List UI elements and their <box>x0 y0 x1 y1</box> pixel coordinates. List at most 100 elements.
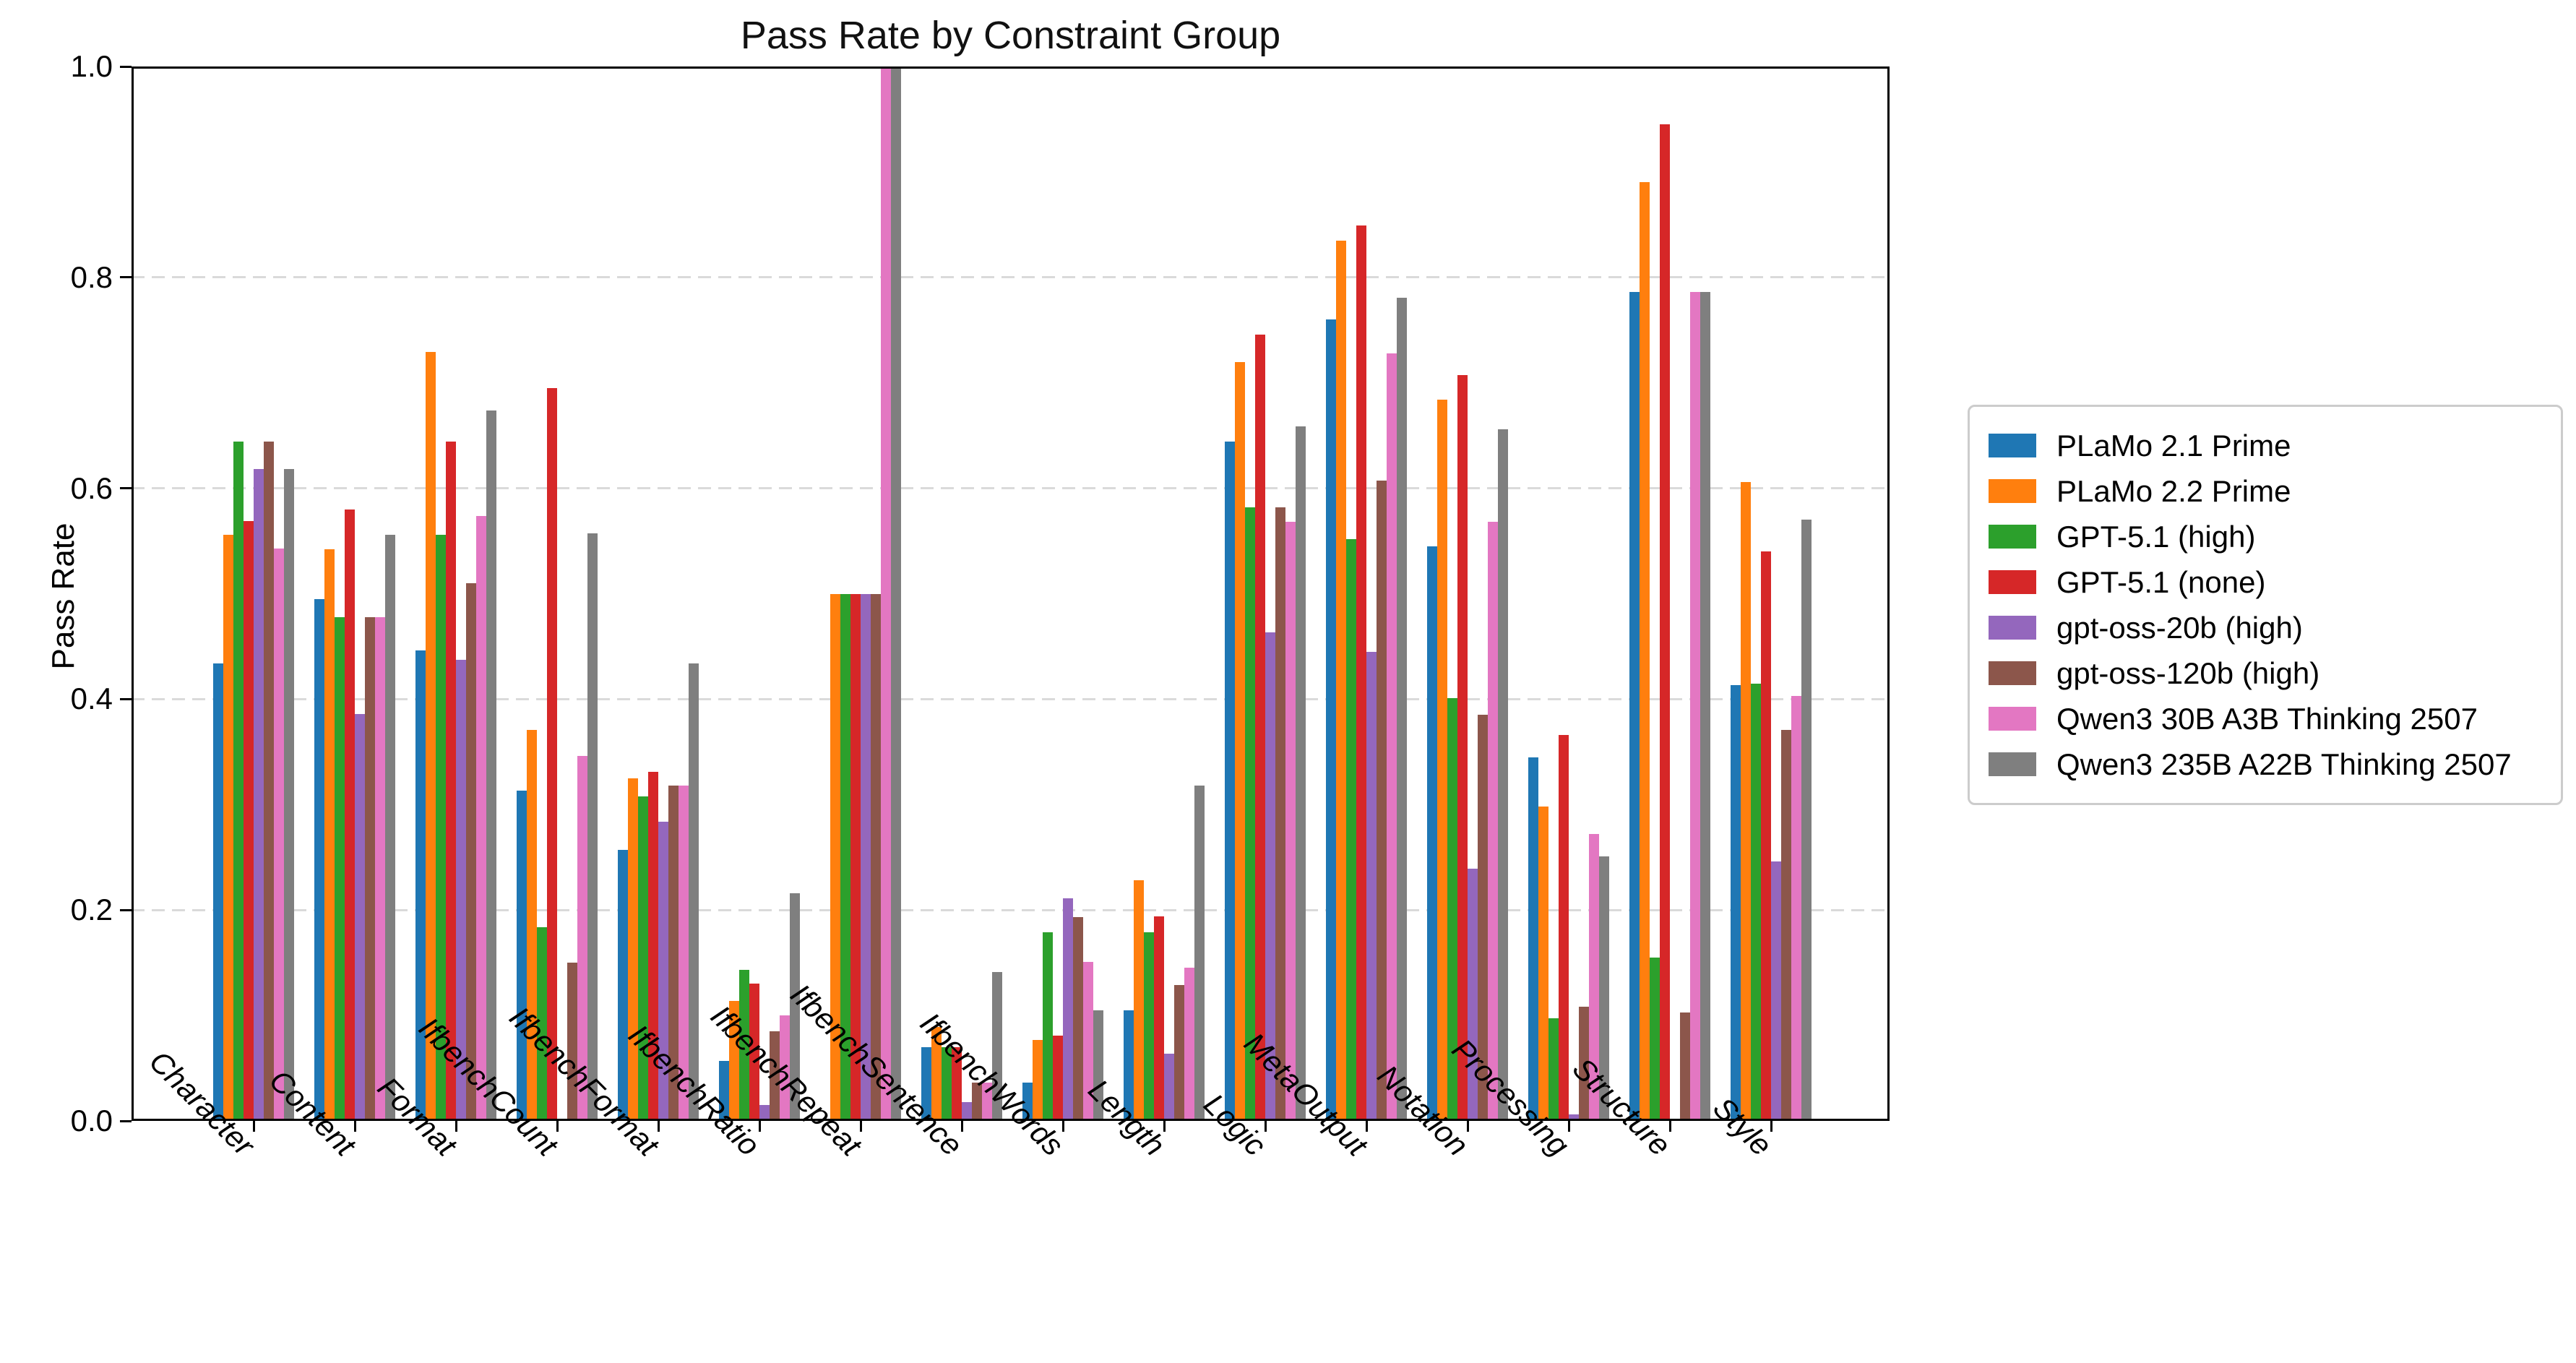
bar <box>1296 426 1306 1121</box>
bar <box>415 650 426 1121</box>
bar <box>1356 225 1366 1121</box>
bar <box>1447 697 1457 1121</box>
bar <box>1650 957 1660 1121</box>
bar <box>840 593 850 1121</box>
bar <box>1538 807 1548 1121</box>
y-tick-label: 1.0 <box>70 49 113 83</box>
x-tick-mark <box>1365 1121 1368 1132</box>
legend-swatch <box>1989 752 2036 776</box>
bar <box>1599 856 1609 1121</box>
gridline <box>132 487 1890 490</box>
legend-swatch <box>1989 570 2036 594</box>
bar <box>1265 632 1275 1121</box>
y-tick-mark <box>120 908 132 911</box>
bar <box>486 410 496 1121</box>
bar <box>284 469 294 1121</box>
legend-swatch <box>1989 616 2036 640</box>
bar <box>1498 429 1508 1121</box>
bar <box>1124 1010 1134 1121</box>
bar <box>213 663 223 1121</box>
bar <box>466 582 476 1121</box>
legend-label: GPT-5.1 (high) <box>2056 519 2256 554</box>
bar <box>345 509 355 1121</box>
plot-area <box>132 66 1890 1121</box>
bar <box>1801 520 1812 1121</box>
y-tick-label: 0.2 <box>70 893 113 927</box>
bar <box>456 660 466 1121</box>
legend-swatch <box>1989 525 2036 549</box>
bar <box>264 442 274 1121</box>
bar <box>385 534 395 1121</box>
bar <box>891 66 901 1121</box>
y-tick-mark <box>120 697 132 700</box>
bar <box>1741 481 1751 1121</box>
legend-item: PLaMo 2.2 Prime <box>1989 468 2542 514</box>
bar <box>1275 507 1285 1121</box>
bar <box>1640 182 1650 1121</box>
bar <box>1083 961 1093 1121</box>
bar <box>719 1060 729 1121</box>
x-tick-mark <box>758 1121 761 1132</box>
legend-item: gpt-oss-120b (high) <box>1989 650 2542 696</box>
bar <box>1174 984 1184 1121</box>
bar <box>527 729 537 1121</box>
x-tick-mark <box>556 1121 559 1132</box>
bar <box>1629 292 1640 1121</box>
x-tick-mark <box>1466 1121 1469 1132</box>
bar <box>972 1083 982 1121</box>
y-tick-label: 0.8 <box>70 259 113 294</box>
legend-swatch <box>1989 479 2036 503</box>
y-tick-label: 0.4 <box>70 682 113 716</box>
legend-swatch <box>1989 434 2036 457</box>
bar <box>759 1105 770 1121</box>
bar <box>689 663 699 1121</box>
bar <box>223 534 233 1121</box>
bar <box>1488 522 1498 1121</box>
bar <box>1660 124 1670 1121</box>
y-axis-label: Pass Rate <box>46 523 81 670</box>
gridline <box>132 908 1890 911</box>
legend-label: Qwen3 235B A22B Thinking 2507 <box>2056 747 2512 781</box>
legend-item: GPT-5.1 (none) <box>1989 559 2542 605</box>
bar <box>780 1015 790 1121</box>
bar <box>881 66 891 1121</box>
legend-swatch <box>1989 661 2036 685</box>
x-tick-mark <box>455 1121 457 1132</box>
bar <box>1255 334 1265 1121</box>
y-tick-mark <box>120 276 132 279</box>
bar <box>830 593 840 1121</box>
bar <box>1225 442 1235 1121</box>
bar <box>426 352 436 1121</box>
legend-swatch <box>1989 707 2036 731</box>
x-tick-mark <box>1668 1121 1671 1132</box>
bar <box>1093 1010 1103 1121</box>
x-tick-mark <box>657 1121 660 1132</box>
bar <box>1548 1018 1559 1121</box>
bar <box>1235 361 1245 1121</box>
legend-item: PLaMo 2.1 Prime <box>1989 423 2542 468</box>
bar <box>1771 861 1781 1121</box>
x-tick-mark <box>859 1121 862 1132</box>
bar <box>942 1046 952 1121</box>
bar <box>638 796 648 1121</box>
bar <box>850 593 861 1121</box>
x-tick-mark <box>1061 1121 1064 1132</box>
bar <box>1154 916 1164 1121</box>
bar <box>355 713 365 1121</box>
bar <box>314 598 324 1121</box>
bar <box>648 772 658 1121</box>
bar <box>921 1046 931 1121</box>
bar <box>1053 1035 1063 1121</box>
bar <box>668 786 679 1121</box>
bar <box>274 548 284 1121</box>
x-tick-mark <box>1567 1121 1570 1132</box>
bar <box>1194 786 1205 1121</box>
bar <box>1569 1114 1579 1121</box>
bar <box>1387 353 1397 1121</box>
legend-item: Qwen3 30B A3B Thinking 2507 <box>1989 696 2542 741</box>
bar <box>1366 651 1377 1121</box>
bar <box>1184 968 1194 1121</box>
bar <box>1457 375 1468 1121</box>
legend-label: gpt-oss-20b (high) <box>2056 610 2303 645</box>
bar <box>1559 735 1569 1121</box>
